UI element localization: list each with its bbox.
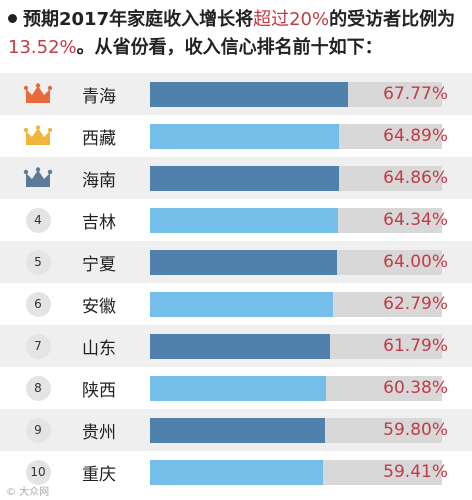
chart-row: 青海 67.77%	[0, 73, 472, 115]
value-label: 64.86%	[383, 168, 448, 188]
watermark: © 大众网	[6, 487, 50, 498]
header-text-3: 。从省份看，收入信心排名前十如下：	[76, 37, 383, 58]
bar	[150, 250, 337, 275]
bar-track	[150, 334, 442, 359]
rank-number: 6	[25, 291, 51, 317]
bar	[150, 418, 325, 443]
rank-cell	[18, 122, 58, 150]
province-label: 宁夏	[82, 255, 116, 275]
bar	[150, 334, 331, 359]
chart-row: 10 重庆 59.41%	[0, 451, 472, 493]
rank-cell: 7	[18, 332, 58, 360]
header-text-2: 的受访者比例为	[329, 9, 456, 30]
bar-track	[150, 376, 442, 401]
bar-track	[150, 124, 442, 149]
chart-header: 预期2017年家庭收入增长将超过20%的受访者比例为 13.52%。从省份看，收入…	[8, 6, 464, 62]
bar	[150, 460, 324, 485]
value-label: 61.79%	[383, 336, 448, 356]
chart-row: 海南 64.86%	[0, 157, 472, 199]
bar	[150, 376, 327, 401]
bar-track	[150, 460, 442, 485]
crown-icon-orange	[23, 83, 53, 103]
chart-row: 西藏 64.89%	[0, 115, 472, 157]
province-label: 吉林	[82, 213, 116, 233]
rank-cell: 8	[18, 374, 58, 402]
header-text-1: 预期2017年家庭收入增长将	[23, 9, 254, 30]
value-label: 59.80%	[383, 420, 448, 440]
rank-cell: 6	[18, 290, 58, 318]
rank-number: 8	[25, 375, 51, 401]
value-label: 67.77%	[383, 84, 448, 104]
value-label: 62.79%	[383, 294, 448, 314]
rank-number: 10	[25, 459, 51, 485]
bar-track	[150, 292, 442, 317]
chart-row: 6 安徽 62.79%	[0, 283, 472, 325]
province-label: 贵州	[82, 423, 116, 443]
bar-track	[150, 82, 442, 107]
province-label: 重庆	[82, 465, 116, 485]
bullet-icon	[8, 13, 17, 23]
province-label: 青海	[82, 87, 116, 107]
crown-icon-blue	[23, 167, 53, 187]
bar-track	[150, 166, 442, 191]
province-label: 海南	[82, 171, 116, 191]
rank-cell	[18, 164, 58, 192]
chart-row: 9 贵州 59.80%	[0, 409, 472, 451]
province-label: 陕西	[82, 381, 116, 401]
bar-track	[150, 208, 442, 233]
bar	[150, 292, 334, 317]
value-label: 59.41%	[383, 462, 448, 482]
rank-cell: 10	[18, 458, 58, 486]
chart-row: 7 山东 61.79%	[0, 325, 472, 367]
rank-number: 7	[25, 333, 51, 359]
value-label: 60.38%	[383, 378, 448, 398]
rank-cell: 5	[18, 248, 58, 276]
header-highlight-2: 13.52%	[8, 37, 77, 58]
rank-number: 4	[25, 207, 51, 233]
bar	[150, 166, 340, 191]
province-label: 安徽	[82, 297, 116, 317]
bar	[150, 208, 338, 233]
province-label: 西藏	[82, 129, 116, 149]
header-highlight-1: 超过20%	[253, 9, 330, 30]
bar	[150, 82, 348, 107]
value-label: 64.34%	[383, 210, 448, 230]
bar-track	[150, 250, 442, 275]
province-label: 山东	[82, 339, 116, 359]
value-label: 64.89%	[383, 126, 448, 146]
rank-number: 9	[25, 417, 51, 443]
bar	[150, 124, 340, 149]
crown-icon-gold	[23, 125, 53, 145]
chart-row: 5 宁夏 64.00%	[0, 241, 472, 283]
chart-row: 4 吉林 64.34%	[0, 199, 472, 241]
value-label: 64.00%	[383, 252, 448, 272]
rank-cell: 9	[18, 416, 58, 444]
bar-track	[150, 418, 442, 443]
chart-row: 8 陕西 60.38%	[0, 367, 472, 409]
rank-cell	[18, 80, 58, 108]
rank-cell: 4	[18, 206, 58, 234]
rank-number: 5	[25, 249, 51, 275]
